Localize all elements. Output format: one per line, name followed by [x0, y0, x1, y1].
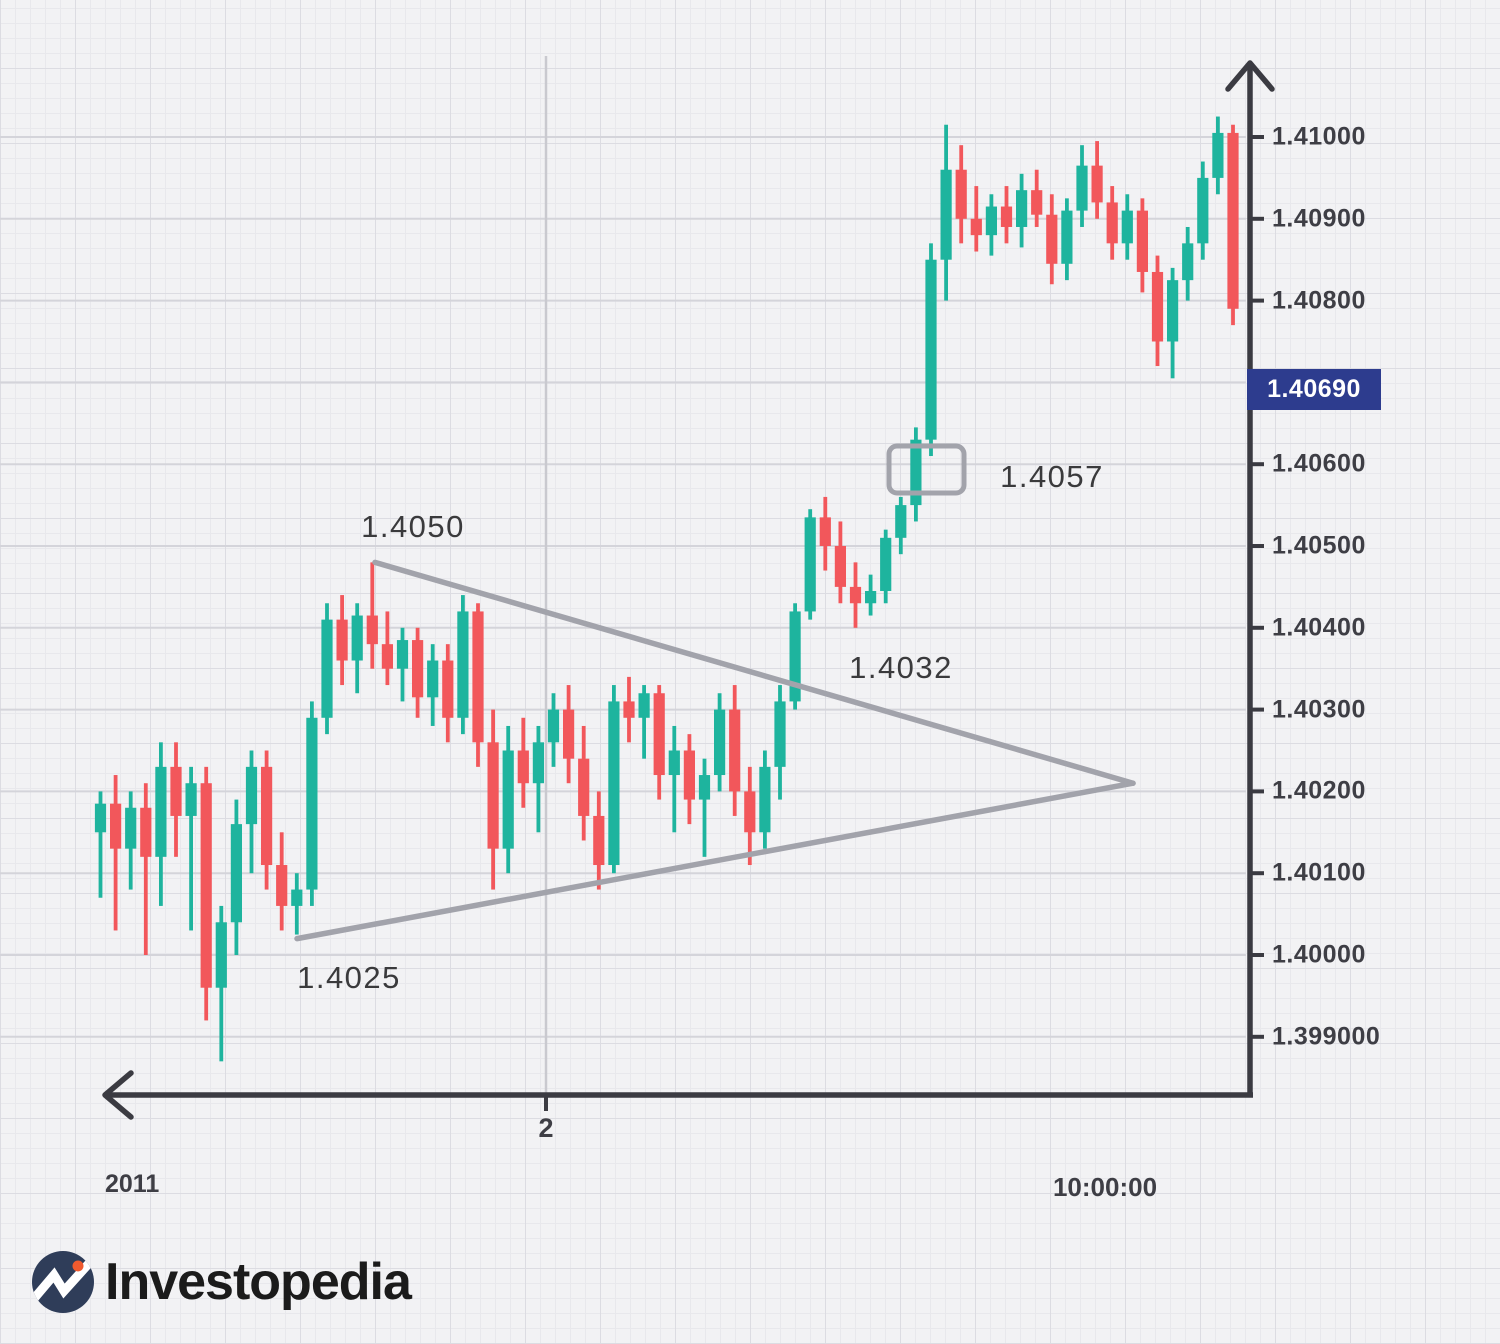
candle-up — [668, 725, 680, 833]
candle-down — [623, 676, 635, 743]
candle-down — [834, 521, 846, 604]
investopedia-mark-icon — [32, 1251, 94, 1313]
candle-down — [1106, 186, 1118, 260]
candle-up — [230, 799, 242, 955]
candle-up — [880, 529, 892, 604]
candle-down — [593, 791, 605, 890]
candle-down — [472, 603, 484, 767]
candle-up — [940, 124, 952, 301]
candle-up — [1121, 194, 1133, 260]
candle-down — [683, 734, 695, 825]
candle-down — [1031, 169, 1043, 227]
candle-up — [985, 194, 997, 256]
candle-up — [291, 873, 303, 935]
candle-up — [895, 496, 907, 555]
candle-down — [381, 611, 393, 686]
candle-up — [547, 693, 560, 767]
upper-trendline — [372, 559, 1136, 786]
candle-up — [185, 766, 197, 931]
candle-up — [789, 603, 801, 710]
candle-down — [487, 709, 499, 890]
candle-up — [1182, 226, 1194, 301]
candle-up — [351, 603, 363, 694]
candle-down — [1091, 141, 1103, 219]
candle-up — [759, 750, 771, 849]
logo-wordmark: Investopedia — [105, 1253, 412, 1311]
candle-up — [1212, 116, 1224, 195]
candle-up — [532, 725, 544, 833]
candle-down — [261, 750, 273, 890]
candle-down — [366, 562, 378, 669]
candle-up — [608, 685, 620, 874]
candle-up — [925, 243, 937, 457]
candle-up — [774, 685, 786, 800]
candle-up — [502, 725, 514, 874]
candle-down — [1136, 198, 1148, 293]
candle-down — [653, 685, 665, 800]
candle-down — [1000, 186, 1013, 244]
candle-up — [321, 603, 333, 735]
candle-down — [140, 783, 152, 955]
candle-down — [1151, 255, 1164, 367]
candle-down — [970, 186, 982, 252]
candle-up — [1061, 198, 1073, 281]
candle-down — [336, 595, 348, 686]
lower-trendline — [294, 780, 1136, 942]
candle-up — [306, 701, 318, 906]
candle-down — [442, 644, 454, 743]
triangle-pattern — [294, 559, 1136, 942]
candle-up — [804, 509, 816, 620]
candle-down — [170, 742, 182, 857]
candle-up — [94, 791, 107, 898]
candle-down — [276, 832, 288, 931]
candle-up — [125, 791, 137, 890]
breakout-highlight-box — [886, 443, 967, 496]
candle-down — [955, 145, 967, 244]
axes — [102, 60, 1275, 1120]
candle-up — [215, 905, 227, 1062]
candle-up — [1016, 173, 1028, 248]
candle-up — [1076, 145, 1088, 227]
candle-down — [563, 685, 575, 784]
candle-up — [698, 758, 711, 857]
candle-down — [819, 496, 831, 571]
candle-up — [155, 742, 167, 906]
candles — [94, 116, 1239, 1062]
candle-down — [200, 766, 212, 1021]
candle-down — [744, 766, 756, 866]
candle-down — [1227, 124, 1239, 326]
candle-up — [245, 750, 258, 874]
price-gridlines — [0, 136, 1246, 1038]
candle-down — [578, 725, 590, 841]
candle-down — [1046, 194, 1058, 285]
candle-up — [1167, 267, 1179, 379]
candle-down — [517, 717, 529, 808]
candle-down — [412, 627, 424, 718]
candle-down — [849, 562, 862, 628]
candle-up — [910, 427, 922, 522]
investopedia-logo: Investopedia — [30, 1249, 412, 1315]
candle-down — [729, 685, 741, 816]
x-axis-arrow-icon — [102, 1070, 134, 1120]
candle-down — [110, 775, 122, 931]
candle-up — [457, 595, 469, 735]
candle-up — [427, 644, 439, 726]
candle-up — [865, 574, 877, 616]
candle-up — [638, 685, 650, 759]
candle-up — [396, 627, 409, 702]
candle-up — [1197, 161, 1209, 260]
y-axis-arrow-icon — [1225, 60, 1275, 92]
candle-up — [714, 693, 726, 792]
